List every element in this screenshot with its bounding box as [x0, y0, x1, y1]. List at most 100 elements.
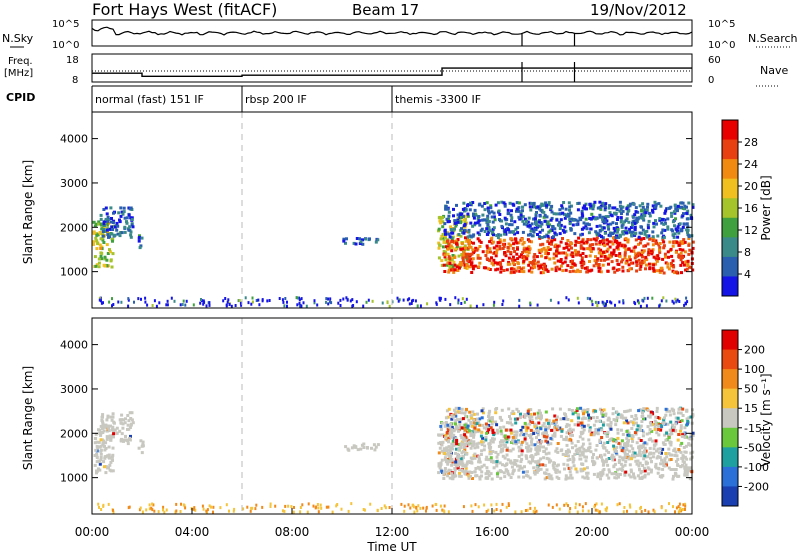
echo-cell — [504, 468, 508, 472]
echo-cell — [496, 261, 500, 265]
echo-cell — [486, 246, 490, 250]
echo-cell — [607, 206, 611, 210]
echo-cell — [565, 431, 569, 435]
echo-cell — [663, 211, 667, 215]
echo-cell — [560, 428, 564, 432]
echo-cell — [553, 231, 557, 235]
echo-cell — [175, 509, 178, 513]
echo-cell — [526, 220, 530, 224]
echo-cell — [100, 227, 104, 231]
echo-cell — [376, 238, 380, 242]
echo-cell — [620, 244, 624, 248]
echo-cell — [570, 441, 574, 445]
echo-cell — [654, 442, 658, 446]
echo-cell — [128, 411, 132, 415]
echo-cell — [448, 262, 452, 265]
echo-cell — [104, 441, 108, 445]
echo-cell — [98, 296, 101, 300]
echo-cell — [520, 457, 524, 461]
echo-cell — [660, 474, 664, 478]
echo-cell — [531, 421, 535, 424]
echo-cell — [658, 242, 662, 245]
echo-cell — [362, 508, 365, 511]
echo-cell — [649, 249, 653, 253]
echo-cell — [597, 247, 601, 251]
echo-cell — [444, 232, 447, 236]
echo-cell — [388, 506, 391, 509]
echo-cell — [602, 421, 606, 425]
velocity-colorbar-tick-label: 200 — [744, 344, 765, 357]
echo-cell — [490, 416, 494, 420]
echo-cell — [641, 202, 645, 206]
echo-cell — [596, 232, 600, 236]
echo-cell — [608, 245, 612, 249]
echo-cell — [449, 422, 452, 426]
echo-cell — [499, 444, 503, 447]
echo-cell — [604, 412, 608, 416]
echo-cell — [194, 508, 197, 512]
echo-cell — [552, 419, 556, 423]
echo-cell — [446, 247, 450, 251]
echo-cell — [298, 298, 301, 302]
echo-cell — [552, 212, 556, 216]
echo-cell — [673, 203, 677, 207]
echo-cell — [568, 222, 572, 226]
echo-cell — [513, 250, 517, 253]
echo-cell — [101, 413, 105, 417]
echo-cell — [576, 407, 579, 411]
echo-cell — [529, 460, 533, 464]
echo-cell — [476, 430, 479, 434]
echo-cell — [640, 261, 644, 264]
echo-cell — [467, 228, 471, 232]
echo-cell — [454, 419, 458, 423]
echo-cell — [469, 474, 472, 478]
echo-cell — [511, 246, 515, 250]
echo-cell — [470, 461, 474, 465]
echo-cell — [104, 425, 108, 429]
echo-cell — [600, 228, 604, 232]
echo-cell — [541, 242, 545, 246]
echo-cell — [545, 456, 549, 460]
echo-cell — [112, 303, 115, 306]
echo-cell — [437, 227, 441, 231]
echo-cell — [651, 296, 654, 300]
echo-cell — [677, 253, 681, 257]
echo-cell — [527, 415, 531, 418]
echo-cell — [110, 265, 114, 269]
echo-cell — [281, 298, 284, 302]
echo-cell — [638, 267, 642, 271]
echo-cell — [618, 254, 622, 258]
echo-cell — [579, 253, 583, 257]
echo-cell — [565, 451, 569, 455]
echo-cell — [529, 506, 532, 510]
echo-cell — [522, 254, 526, 258]
echo-cell — [530, 440, 533, 444]
echo-cell — [601, 201, 604, 205]
echo-cell — [251, 506, 254, 510]
echo-cell — [548, 460, 551, 464]
echo-cell — [482, 266, 486, 270]
echo-cell — [447, 210, 451, 214]
echo-cell — [233, 507, 236, 511]
echo-cell — [344, 241, 347, 245]
echo-cell — [491, 431, 495, 435]
echo-cell — [637, 451, 641, 455]
echo-cell — [533, 506, 536, 510]
echo-cell — [668, 441, 672, 445]
echo-cell — [175, 502, 178, 506]
echo-cell — [622, 421, 626, 425]
echo-cell — [550, 239, 554, 243]
echo-cell — [530, 234, 534, 238]
echo-cell — [128, 225, 132, 229]
velocity-colorbar-tick-label: 100 — [744, 363, 765, 376]
echo-cell — [506, 249, 510, 253]
echo-cell — [606, 247, 610, 251]
echo-cell — [536, 264, 540, 268]
echo-cell — [412, 298, 415, 302]
echo-cell — [512, 412, 516, 415]
echo-cell — [634, 421, 638, 425]
echo-cell — [475, 417, 479, 421]
echo-cell — [528, 233, 532, 236]
echo-cell — [651, 412, 655, 416]
echo-cell — [325, 297, 328, 301]
